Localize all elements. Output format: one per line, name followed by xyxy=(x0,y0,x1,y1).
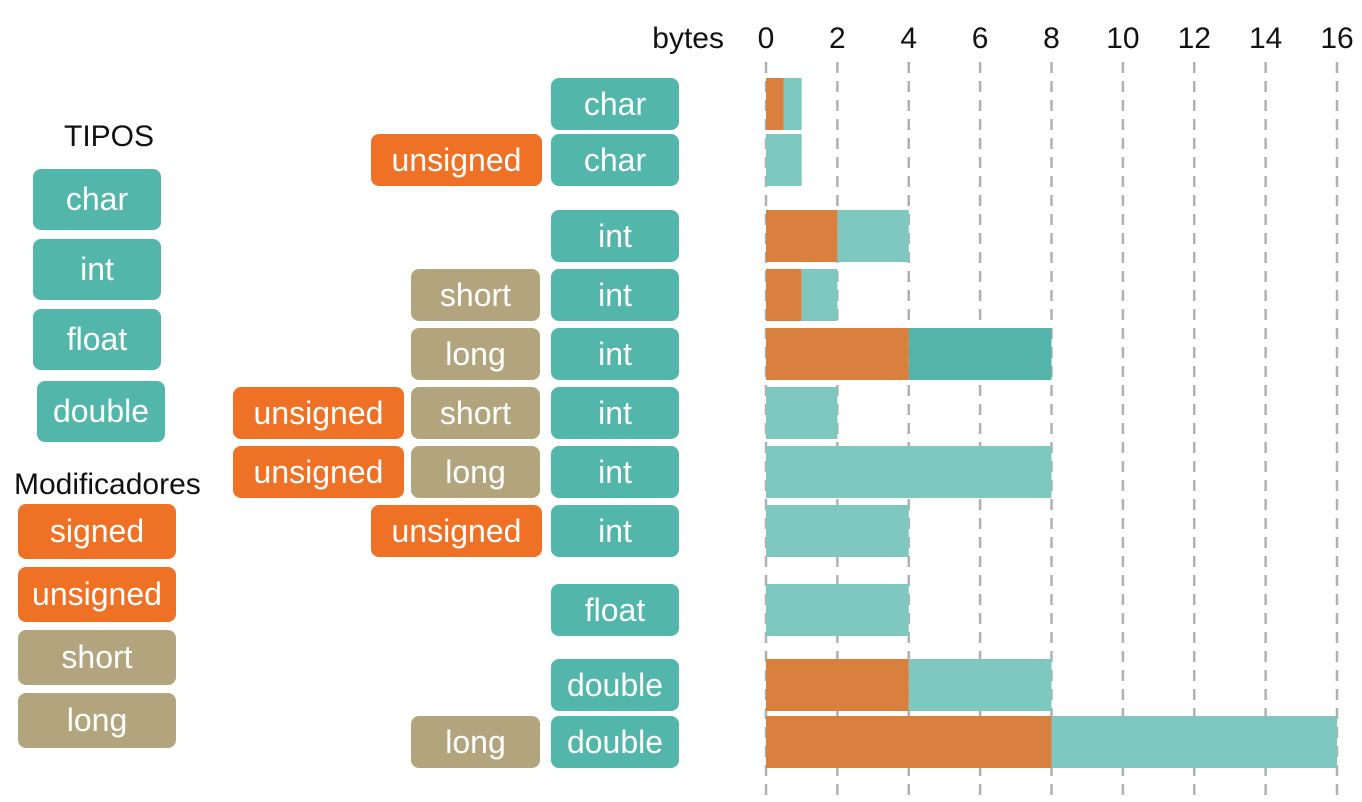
row-6-label-long: long xyxy=(411,446,540,498)
tipo-legend-float: float xyxy=(33,309,161,370)
row-5-label-unsigned: unsigned xyxy=(233,387,404,439)
bar-row-10-segment-0 xyxy=(766,716,1052,768)
x-ticks: 0 2 4 6 8 10 12 14 16 xyxy=(758,22,1354,55)
bar-row-2-segment-0 xyxy=(766,210,838,262)
row-3-label-int: int xyxy=(551,269,679,321)
bar-row-0-segment-1 xyxy=(783,78,802,130)
bars xyxy=(766,78,1337,768)
row-2-label-int: int xyxy=(551,210,679,262)
bar-row-0-segment-0 xyxy=(766,78,784,130)
bar-row-7-segment-0 xyxy=(766,505,909,557)
x-tick-label-2: 2 xyxy=(829,22,846,55)
x-tick-label-12: 12 xyxy=(1178,22,1211,55)
bar-row-9-segment-0 xyxy=(766,659,909,711)
x-axis-label: bytes xyxy=(652,22,724,55)
bar-row-3-segment-0 xyxy=(766,269,802,321)
bar-row-5-segment-0 xyxy=(766,387,838,439)
row-5-label-int: int xyxy=(551,387,679,439)
row-7-label-int: int xyxy=(551,505,679,557)
modificador-legend-long: long xyxy=(18,693,176,748)
row-1-label-char: char xyxy=(551,134,679,186)
row-1-label-unsigned: unsigned xyxy=(371,134,542,186)
bar-row-10-segment-1 xyxy=(1051,716,1337,768)
row-10-label-double: double xyxy=(551,716,679,768)
row-4-label-long: long xyxy=(411,328,540,380)
modificador-legend-signed: signed xyxy=(18,504,176,559)
x-tick-label-8: 8 xyxy=(1043,22,1060,55)
row-5-label-short: short xyxy=(411,387,540,439)
tipo-legend-int: int xyxy=(33,239,161,300)
tipo-legend-double: double xyxy=(37,381,165,442)
x-tick-label-16: 16 xyxy=(1320,22,1353,55)
x-tick-label-14: 14 xyxy=(1249,22,1282,55)
bar-row-9-segment-1 xyxy=(908,659,1052,711)
row-0-label-char: char xyxy=(551,78,679,130)
tipos-title: TIPOS xyxy=(64,120,155,153)
x-tick-label-0: 0 xyxy=(758,22,775,55)
bar-row-1-segment-0 xyxy=(766,134,802,186)
x-tick-label-4: 4 xyxy=(900,22,917,55)
row-4-label-int: int xyxy=(551,328,679,380)
tipo-legend-char: char xyxy=(33,169,161,230)
modificadores-title: Modificadores xyxy=(14,468,201,501)
row-6-label-int: int xyxy=(551,446,679,498)
bar-row-2-segment-1 xyxy=(837,210,909,262)
row-10-label-long: long xyxy=(411,716,540,768)
bar-row-3-segment-1 xyxy=(801,269,838,321)
row-8-label-float: float xyxy=(551,584,679,636)
row-7-label-unsigned: unsigned xyxy=(371,505,542,557)
bar-row-4-segment-1 xyxy=(908,328,1052,380)
row-6-label-unsigned: unsigned xyxy=(233,446,404,498)
bar-row-6-segment-0 xyxy=(766,446,1052,498)
row-3-label-short: short xyxy=(411,269,540,321)
row-9-label-double: double xyxy=(551,659,679,711)
bar-row-8-segment-0 xyxy=(766,584,909,636)
modificador-legend-short: short xyxy=(18,630,176,685)
bar-row-4-segment-0 xyxy=(766,328,909,380)
modificador-legend-unsigned: unsigned xyxy=(18,567,176,622)
x-tick-label-10: 10 xyxy=(1106,22,1139,55)
x-tick-label-6: 6 xyxy=(972,22,989,55)
